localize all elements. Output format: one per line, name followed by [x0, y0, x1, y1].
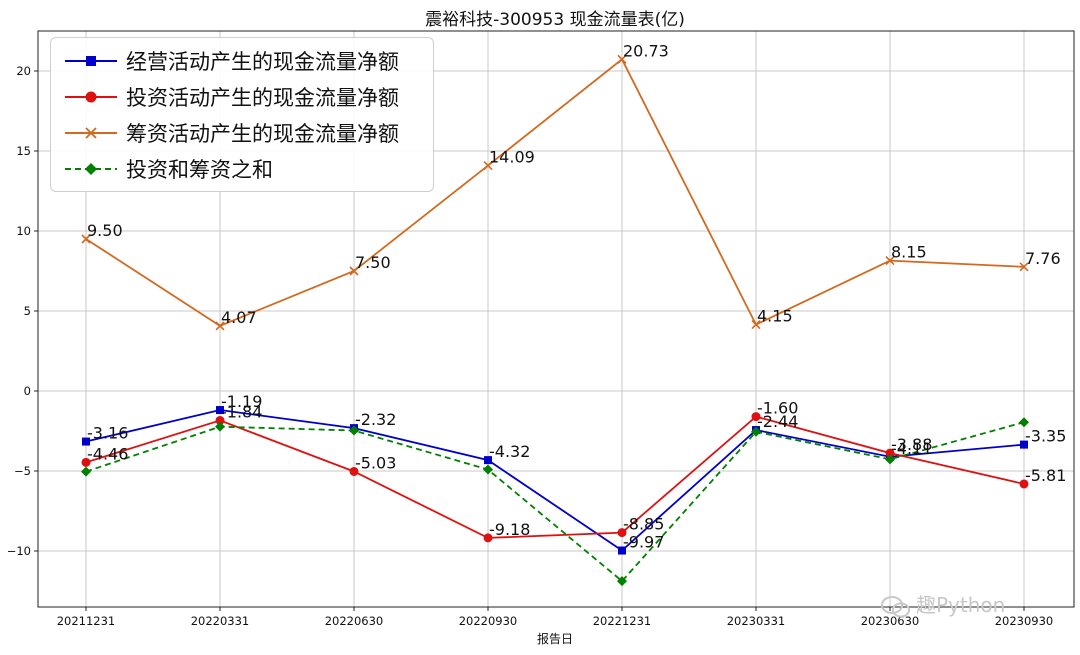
legend-item-operating: 经营活动产生的现金流量净额 [51, 44, 433, 78]
data-label: 20.73 [623, 41, 669, 60]
data-label: -4.46 [87, 444, 128, 463]
data-point-diamond [617, 576, 627, 587]
legend-label: 经营活动产生的现金流量净额 [126, 50, 399, 74]
data-labels: -3.16 -1.19 -2.32 -4.32 -9.97 -2.44 -4.11 -3.35… [87, 41, 1066, 551]
data-label: -3.88 [891, 435, 932, 454]
data-point-x [483, 160, 493, 171]
data-point-x [81, 234, 91, 244]
legend-marker-diamond [65, 163, 117, 175]
y-tick-label: 5 [24, 304, 31, 318]
legend-item-investing: 投资活动产生的现金流量净额 [51, 80, 433, 114]
x-tick-label: 20230331 [727, 614, 786, 628]
data-point-circle [483, 533, 493, 543]
data-point-x [349, 266, 359, 276]
plot-frame [37, 30, 1075, 608]
y-tick-label: −5 [14, 464, 31, 478]
watermark-text: 趣Python [916, 593, 1006, 617]
data-point-circle [751, 412, 761, 422]
legend-marker-x [65, 127, 117, 139]
data-label: 7.50 [355, 253, 391, 272]
data-point-square [82, 437, 90, 446]
data-point-diamond [751, 426, 761, 437]
axes: 20211231 20220331 20220630 20220930 20221231… [7, 30, 1075, 628]
x-tick-label: 20220930 [459, 614, 518, 628]
data-point-circle [349, 466, 359, 476]
data-point-square [216, 406, 224, 415]
y-tick-label: 20 [16, 64, 31, 78]
data-point-circle [81, 457, 91, 467]
data-label: 14.09 [489, 148, 535, 167]
data-label: 4.07 [221, 308, 257, 327]
legend-label: 筹资活动产生的现金流量净额 [126, 122, 399, 146]
series-line [85, 409, 1025, 552]
data-label: 9.50 [87, 221, 123, 240]
data-point-diamond [1019, 417, 1029, 428]
data-label: -2.32 [355, 410, 396, 429]
data-point-diamond [885, 454, 895, 465]
data-label: -5.81 [1025, 466, 1066, 485]
data-label: -4.32 [489, 442, 530, 461]
legend-label: 投资和筹资之和 [126, 158, 273, 182]
data-point-circle [1019, 479, 1029, 489]
x-tick-label: 20211231 [57, 614, 116, 628]
data-point-diamond [81, 466, 91, 477]
data-label: -5.03 [355, 453, 396, 472]
y-tick-label: 15 [16, 144, 31, 158]
series-line [85, 421, 1025, 583]
data-label: 8.15 [891, 243, 927, 262]
legend-marker-circle [65, 91, 117, 103]
series-group [81, 54, 1029, 587]
data-point-square [484, 456, 492, 465]
chart-title: 震裕科技-300953 现金流量表(亿) [425, 10, 685, 30]
x-tick-label: 20220630 [325, 614, 384, 628]
x-tick-label: 20220331 [191, 614, 250, 628]
data-label: -3.35 [1025, 427, 1066, 446]
x-tick-label: 20230930 [995, 614, 1054, 628]
data-label: -9.18 [489, 520, 530, 539]
y-tick-label: 10 [16, 224, 31, 238]
data-label: -8.85 [623, 515, 664, 534]
data-point-square [1020, 440, 1028, 449]
wechat-icon [881, 595, 910, 617]
data-label: -4.11 [891, 439, 932, 458]
data-label: -1.60 [757, 399, 798, 418]
legend: 经营活动产生的现金流量净额 投资活动产生的现金流量净额 筹资活动产生的现金流量净… [50, 37, 434, 192]
data-label: 7.76 [1025, 249, 1061, 268]
y-tick-label: −10 [7, 544, 31, 558]
y-tick-label: 0 [24, 384, 31, 398]
data-point-circle [885, 448, 895, 458]
data-point-x [215, 321, 225, 331]
x-tick-label: 20230630 [861, 614, 920, 628]
series-line [85, 57, 1025, 327]
data-point-diamond [215, 421, 225, 432]
data-point-circle [215, 415, 225, 425]
data-point-x [885, 256, 895, 266]
data-point-x [751, 320, 761, 330]
data-label: 4.15 [757, 307, 793, 326]
x-axis-label: 报告日 [537, 631, 573, 646]
legend-item-sum: 投资和筹资之和 [51, 152, 433, 186]
series-line [85, 415, 1025, 539]
data-point-circle [617, 528, 627, 538]
data-label: -3.16 [87, 424, 128, 443]
data-point-diamond [349, 425, 359, 436]
data-label: -9.97 [623, 533, 664, 552]
legend-marker-square [65, 56, 117, 66]
legend-item-financing: 筹资活动产生的现金流量净额 [51, 116, 433, 150]
x-tick-label: 20221231 [593, 614, 652, 628]
data-point-x [617, 54, 627, 64]
data-label: -2.44 [757, 412, 798, 431]
data-label: -1.19 [221, 392, 262, 411]
grid [38, 31, 1074, 607]
data-point-x [1019, 262, 1029, 272]
data-point-square [618, 546, 626, 555]
watermark: 趣Python [880, 589, 1005, 619]
data-point-diamond [483, 464, 493, 475]
legend-label: 投资活动产生的现金流量净额 [126, 86, 399, 110]
data-label: -1.84 [221, 402, 262, 421]
